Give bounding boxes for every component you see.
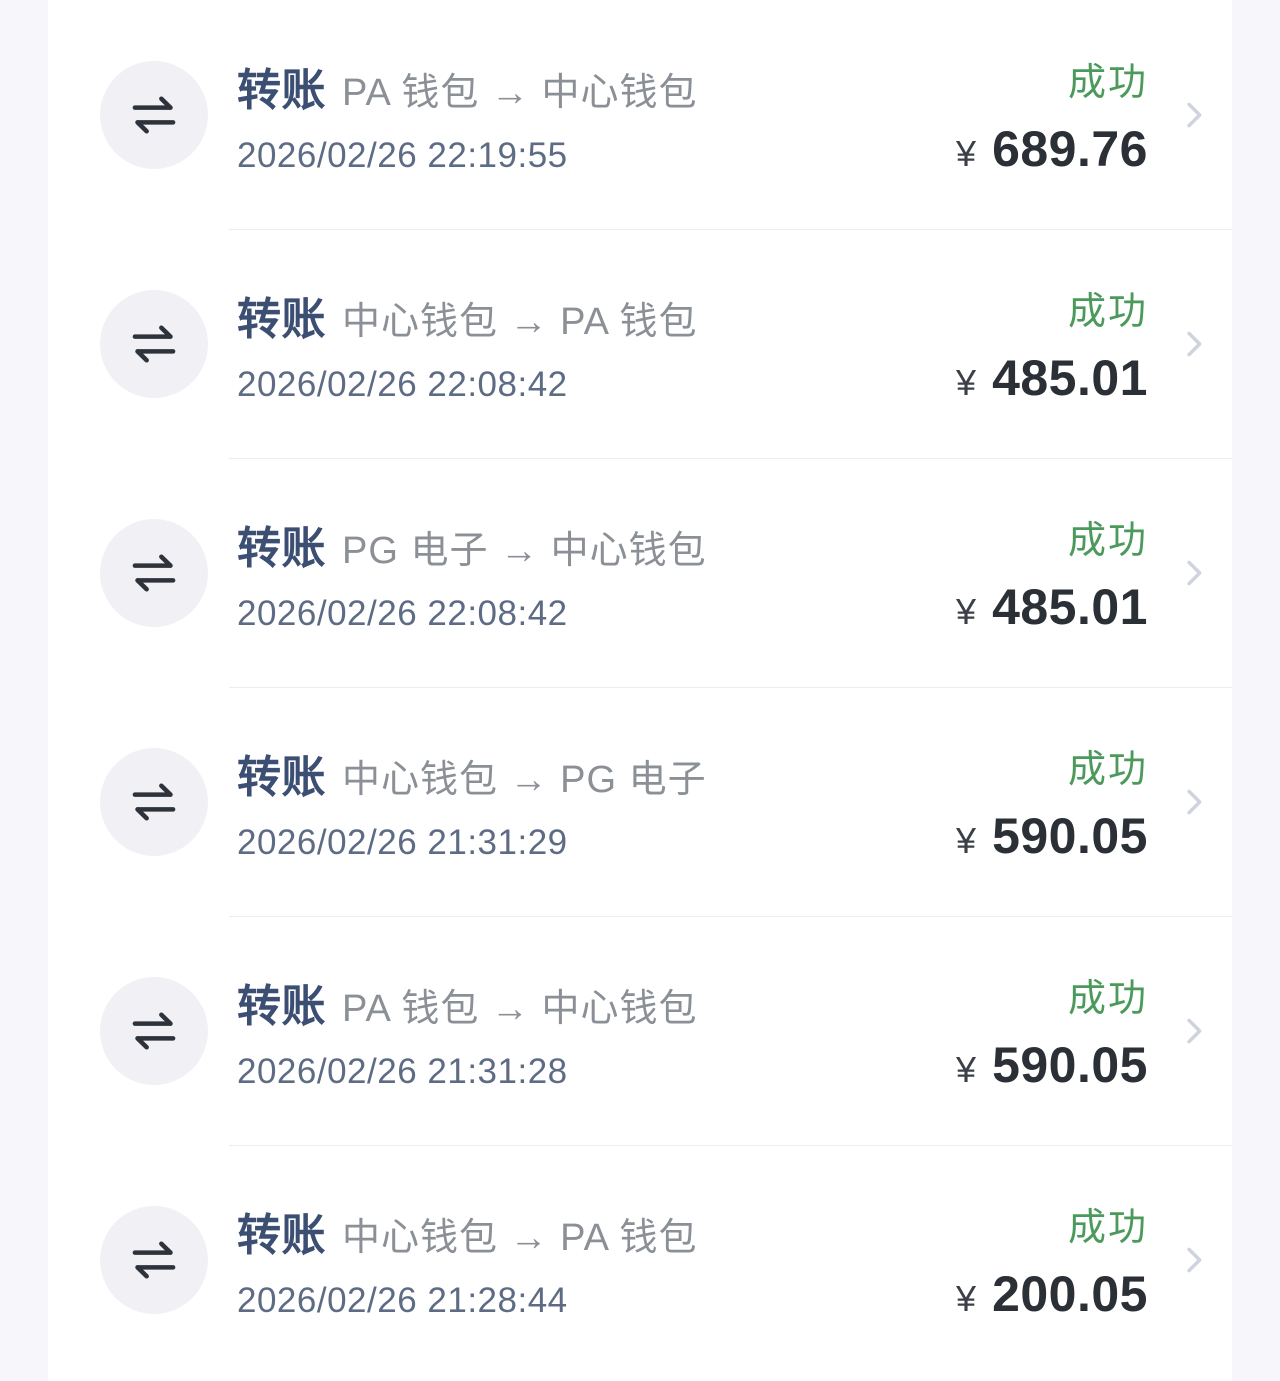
transaction-amount-line: ¥ 689.76 <box>956 120 1148 178</box>
transaction-details: 转账 PG 电子 → 中心钱包 2026/02/26 22:08:42 <box>208 512 956 634</box>
transaction-title-line: 转账 中心钱包 → PA 钱包 <box>237 283 956 347</box>
transaction-row[interactable]: 转账 中心钱包 → PA 钱包 2026/02/26 21:28:44 成功 ¥… <box>48 1145 1232 1374</box>
transaction-amount-line: ¥ 200.05 <box>956 1265 1148 1323</box>
transaction-amount-line: ¥ 590.05 <box>956 807 1148 865</box>
transaction-row[interactable]: 转账 中心钱包 → PA 钱包 2026/02/26 22:08:42 成功 ¥… <box>48 229 1232 458</box>
status-badge: 成功 <box>1067 978 1148 1020</box>
transaction-type-label: 转账 <box>237 981 326 1031</box>
transfer-arrows-icon <box>100 518 208 627</box>
currency-symbol: ¥ <box>956 820 977 861</box>
transaction-details: 转账 中心钱包 → PA 钱包 2026/02/26 22:08:42 <box>208 283 956 405</box>
transfer-arrows-icon <box>100 976 208 1085</box>
transaction-timestamp: 2026/02/26 22:08:42 <box>237 364 568 404</box>
transaction-title-line: 转账 PA 钱包 → 中心钱包 <box>237 54 956 118</box>
transaction-amount-line: ¥ 485.01 <box>956 349 1148 407</box>
currency-symbol: ¥ <box>956 1278 977 1319</box>
transaction-amount: 590.05 <box>992 1037 1148 1093</box>
transaction-route-label: 中心钱包 → PG 电子 <box>342 758 707 801</box>
transaction-row[interactable]: 转账 PA 钱包 → 中心钱包 2026/02/26 22:19:55 成功 ¥… <box>48 0 1232 229</box>
status-badge: 成功 <box>1067 62 1148 104</box>
transaction-timestamp: 2026/02/26 21:31:29 <box>237 822 568 862</box>
transaction-amount: 485.01 <box>992 350 1148 406</box>
transaction-details: 转账 中心钱包 → PA 钱包 2026/02/26 21:28:44 <box>208 1199 956 1321</box>
currency-symbol: ¥ <box>956 1049 977 1090</box>
transfer-arrows-icon <box>100 60 208 169</box>
transaction-timestamp: 2026/02/26 22:19:55 <box>237 135 568 175</box>
transaction-list: 转账 PA 钱包 → 中心钱包 2026/02/26 22:19:55 成功 ¥… <box>48 0 1232 1374</box>
status-badge: 成功 <box>1067 291 1148 333</box>
transfer-arrows-icon <box>100 289 208 398</box>
transaction-summary: 成功 ¥ 485.01 <box>956 509 1174 636</box>
status-badge: 成功 <box>1067 1207 1148 1249</box>
currency-symbol: ¥ <box>956 362 977 403</box>
status-badge: 成功 <box>1067 749 1148 791</box>
transaction-details: 转账 PA 钱包 → 中心钱包 2026/02/26 21:31:28 <box>208 970 956 1092</box>
chevron-right-icon[interactable] <box>1174 316 1214 372</box>
transaction-title-line: 转账 中心钱包 → PA 钱包 <box>237 1199 956 1263</box>
transaction-title-line: 转账 中心钱包 → PG 电子 <box>237 741 956 805</box>
transaction-timestamp: 2026/02/26 21:31:28 <box>237 1051 568 1091</box>
transaction-summary: 成功 ¥ 485.01 <box>956 280 1174 407</box>
transaction-row[interactable]: 转账 中心钱包 → PG 电子 2026/02/26 21:31:29 成功 ¥… <box>48 687 1232 916</box>
transaction-title-line: 转账 PA 钱包 → 中心钱包 <box>237 970 956 1034</box>
transaction-amount: 200.05 <box>992 1266 1148 1322</box>
transaction-summary: 成功 ¥ 689.76 <box>956 51 1174 178</box>
transaction-amount: 590.05 <box>992 808 1148 864</box>
transfer-arrows-icon <box>100 1205 208 1314</box>
currency-symbol: ¥ <box>956 133 977 174</box>
transaction-type-label: 转账 <box>237 65 326 115</box>
transaction-card: 转账 PA 钱包 → 中心钱包 2026/02/26 22:19:55 成功 ¥… <box>48 0 1232 1381</box>
transaction-type-label: 转账 <box>237 752 326 802</box>
transaction-amount-line: ¥ 590.05 <box>956 1036 1148 1094</box>
transaction-details: 转账 PA 钱包 → 中心钱包 2026/02/26 22:19:55 <box>208 54 956 176</box>
transaction-row[interactable]: 转账 PG 电子 → 中心钱包 2026/02/26 22:08:42 成功 ¥… <box>48 458 1232 687</box>
transaction-title-line: 转账 PG 电子 → 中心钱包 <box>237 512 956 576</box>
transaction-timestamp: 2026/02/26 21:28:44 <box>237 1280 568 1320</box>
transaction-amount-line: ¥ 485.01 <box>956 578 1148 636</box>
status-badge: 成功 <box>1067 520 1148 562</box>
transaction-row[interactable]: 转账 PA 钱包 → 中心钱包 2026/02/26 21:31:28 成功 ¥… <box>48 916 1232 1145</box>
transaction-route-label: 中心钱包 → PA 钱包 <box>342 300 698 343</box>
chevron-right-icon[interactable] <box>1174 1232 1214 1288</box>
transaction-route-label: PA 钱包 → 中心钱包 <box>342 987 698 1030</box>
transaction-summary: 成功 ¥ 200.05 <box>956 1196 1174 1323</box>
transaction-type-label: 转账 <box>237 523 326 573</box>
transaction-summary: 成功 ¥ 590.05 <box>956 967 1174 1094</box>
transaction-summary: 成功 ¥ 590.05 <box>956 738 1174 865</box>
transaction-route-label: PG 电子 → 中心钱包 <box>342 529 707 572</box>
chevron-right-icon[interactable] <box>1174 774 1214 830</box>
transaction-type-label: 转账 <box>237 1210 326 1260</box>
transaction-timestamp: 2026/02/26 22:08:42 <box>237 593 568 633</box>
transfer-arrows-icon <box>100 747 208 856</box>
chevron-right-icon[interactable] <box>1174 545 1214 601</box>
transaction-amount: 485.01 <box>992 579 1148 635</box>
transaction-details: 转账 中心钱包 → PG 电子 2026/02/26 21:31:29 <box>208 741 956 863</box>
transaction-route-label: PA 钱包 → 中心钱包 <box>342 71 698 114</box>
transaction-route-label: 中心钱包 → PA 钱包 <box>342 1216 698 1259</box>
chevron-right-icon[interactable] <box>1174 87 1214 143</box>
transaction-type-label: 转账 <box>237 294 326 344</box>
chevron-right-icon[interactable] <box>1174 1003 1214 1059</box>
currency-symbol: ¥ <box>956 591 977 632</box>
transaction-amount: 689.76 <box>992 121 1148 177</box>
